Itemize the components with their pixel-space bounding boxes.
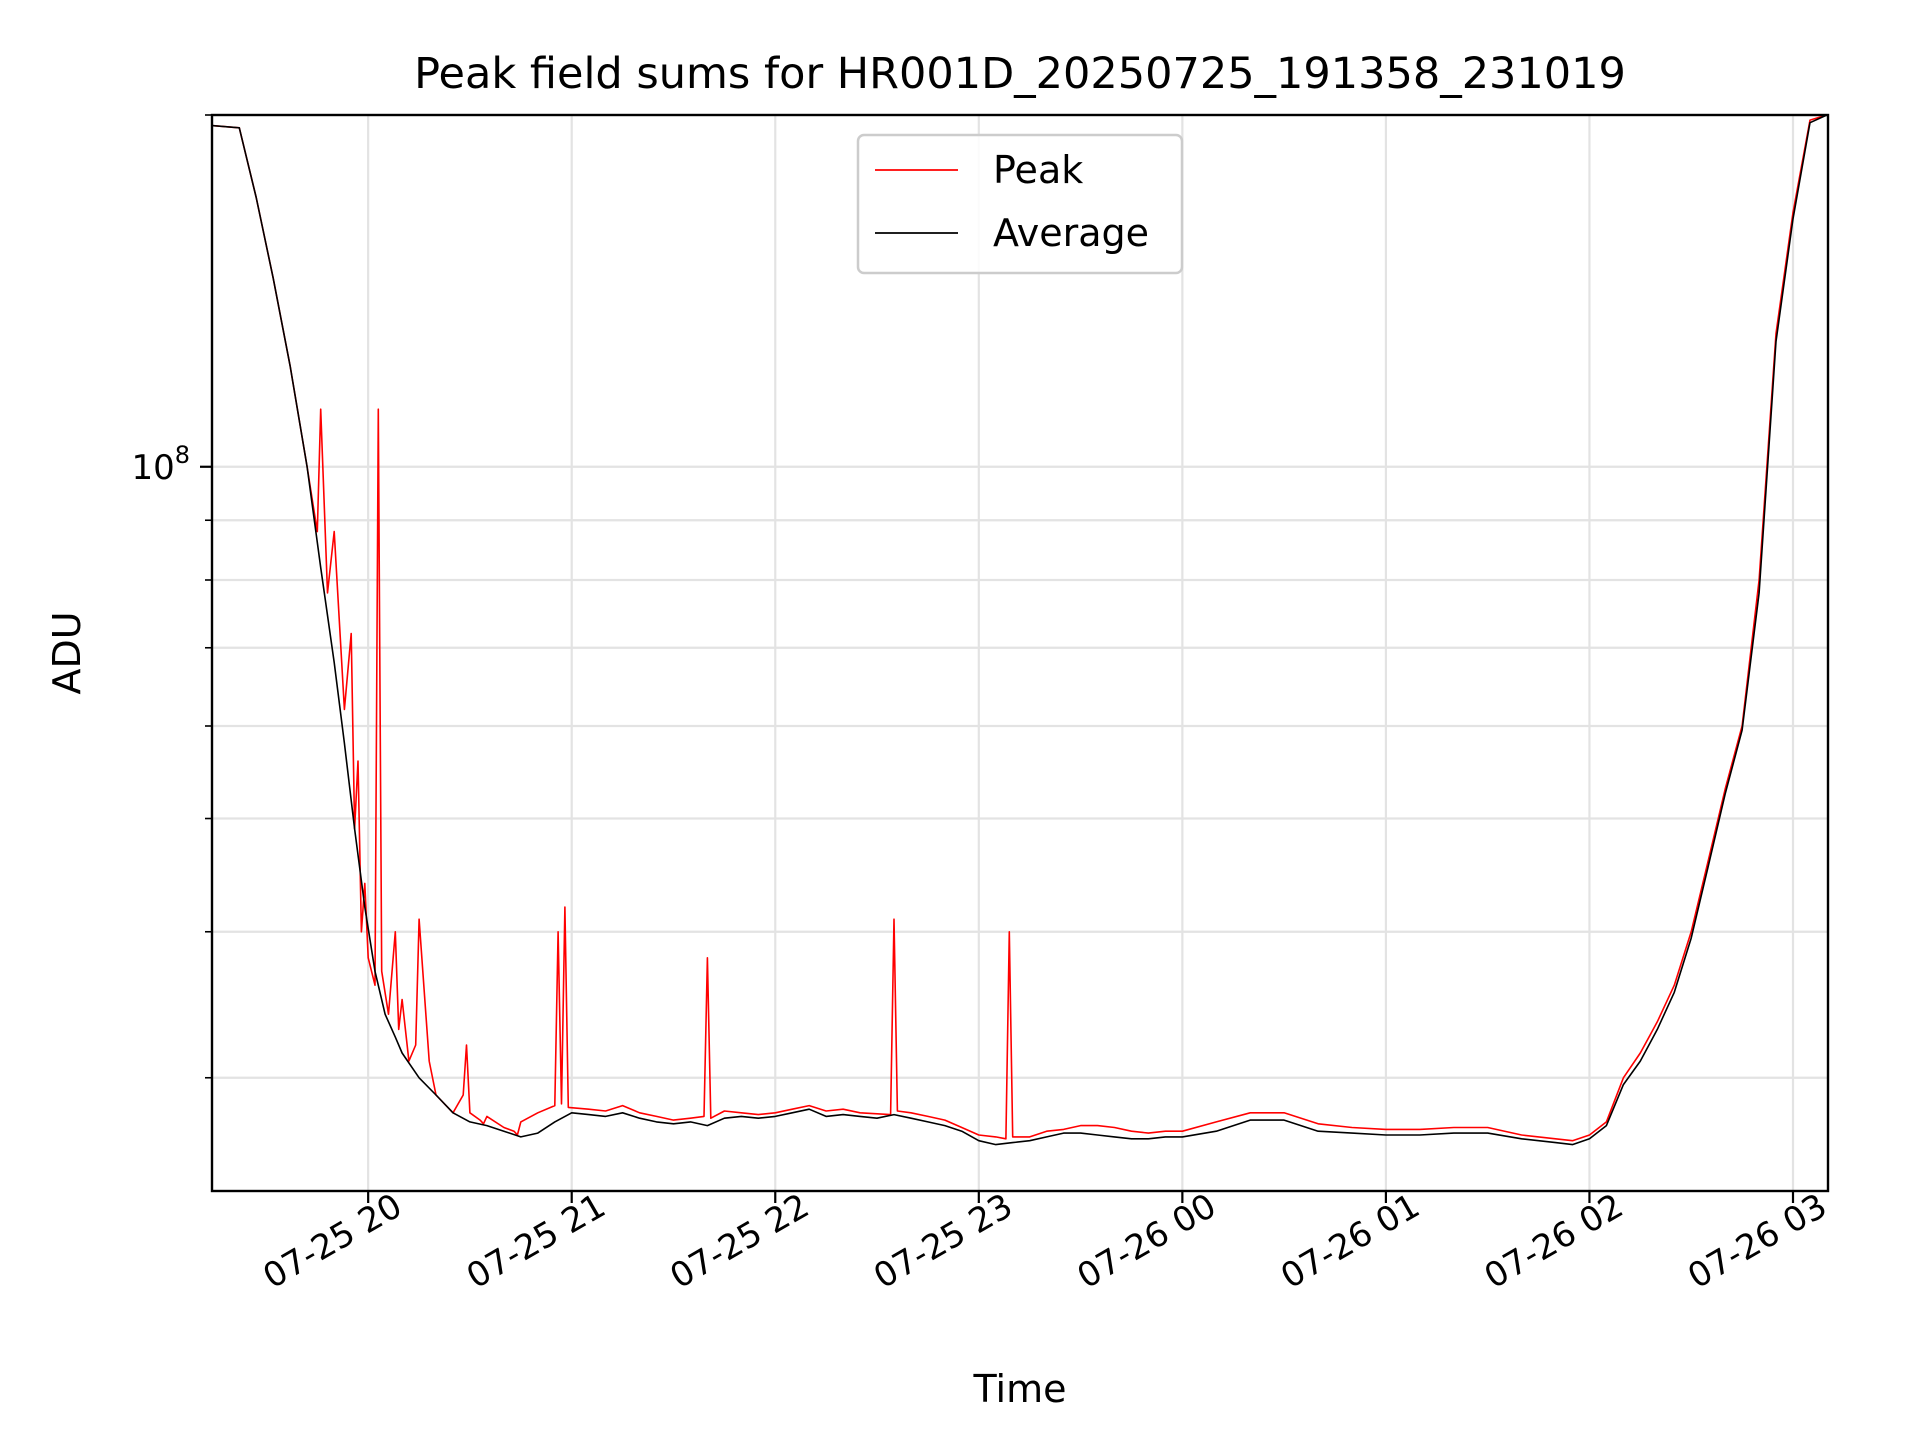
plot-frame: [210, 113, 1830, 1193]
y-tick-label: 108: [131, 441, 190, 488]
chart-title: Peak field sums for HR001D_20250725_1913…: [414, 49, 1626, 99]
y-tick-label-exponent: 8: [175, 441, 190, 469]
grid: [212, 113, 1828, 1191]
legend: Peak Average: [856, 133, 1184, 275]
series-line-peak: [212, 115, 1828, 1142]
legend-label-peak: Peak: [993, 148, 1083, 192]
x-axis-label: Time: [973, 1367, 1067, 1411]
y-tick-label-base: 10: [131, 448, 174, 488]
series-line-average: [212, 115, 1828, 1146]
series-layer: [212, 115, 1828, 1146]
y-axis-label: ADU: [45, 611, 89, 694]
legend-label-average: Average: [993, 211, 1149, 255]
